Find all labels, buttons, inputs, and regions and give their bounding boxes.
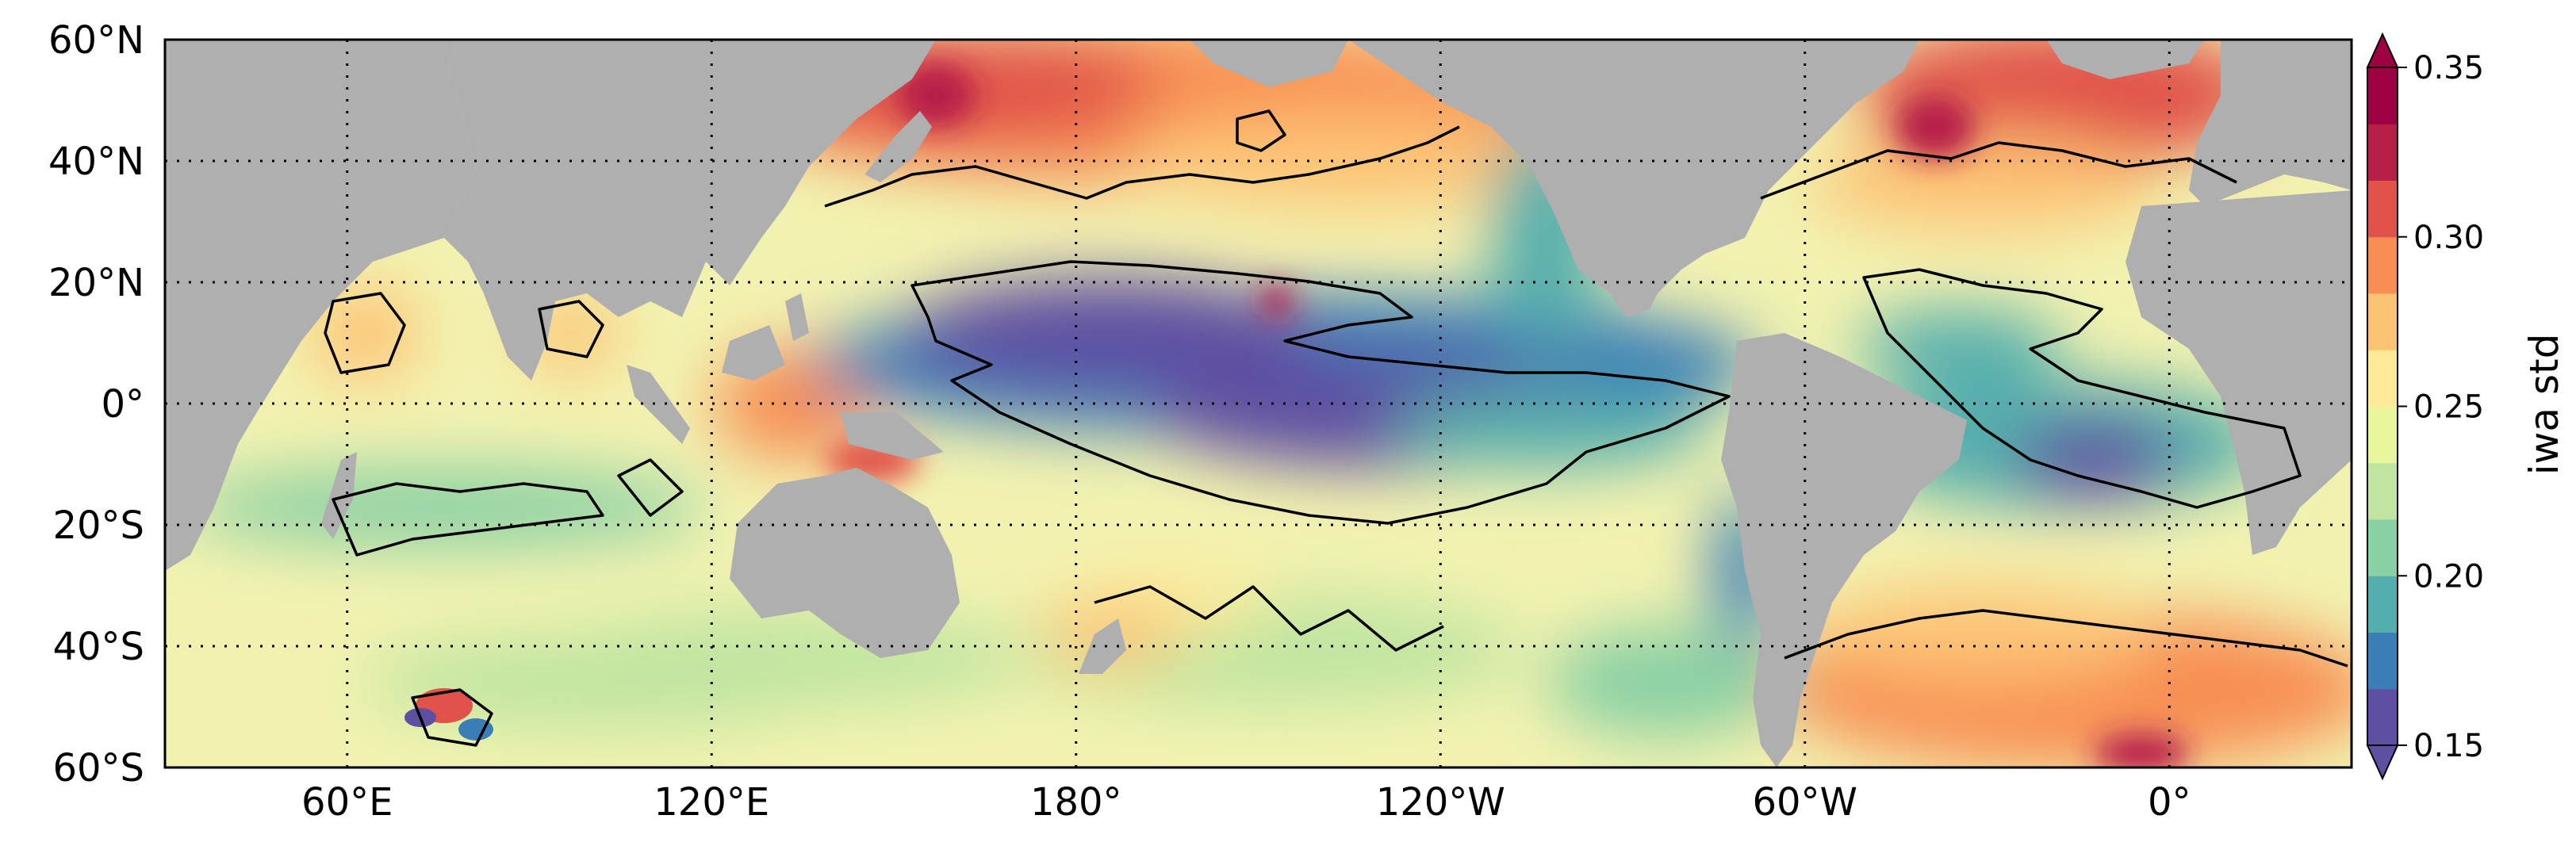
contour-atlantic-low: [1862, 268, 2302, 509]
contour-bay-bengal: [538, 300, 604, 358]
colorbar-segment: [2367, 406, 2398, 464]
latitude-tick-label: 40°S: [52, 625, 144, 669]
contour-south-atlantic: [1784, 609, 2348, 668]
japan-land: [864, 111, 932, 182]
longitude-tick-label: 60°W: [1752, 780, 1857, 825]
contour-arabian-sea: [324, 292, 406, 374]
colorbar-segment: [2367, 67, 2398, 124]
colorbar-segment: [2367, 576, 2398, 633]
colorbar-segment: [2367, 124, 2398, 181]
colorbar-title: iwa std: [2521, 334, 2567, 476]
longitude-tick-label: 120°E: [654, 780, 769, 825]
sumatra-land: [627, 365, 690, 444]
colorbar-extend-min: [2366, 744, 2399, 781]
borneo-land: [722, 325, 785, 381]
colorbar: 0.15 0.20 0.25 0.30 0.35 iwa std: [2366, 32, 2567, 781]
colorbar-segment: [2367, 462, 2398, 520]
new-guinea-land: [841, 412, 944, 460]
contour-sw-indian: [617, 458, 684, 517]
contour-kerguelen: [411, 688, 493, 747]
land-masses: [165, 40, 2352, 767]
colorbar-tick-label: 0.20: [2413, 558, 2484, 595]
alaska-land: [1190, 40, 1348, 87]
colorbar-segment: [2367, 350, 2398, 407]
latitude-tick-label: 20°S: [52, 503, 144, 548]
madagascar-land: [321, 452, 357, 539]
longitude-tick-label: 60°E: [301, 780, 393, 825]
south-america-land: [1721, 333, 1967, 767]
longitude-tick-label: 180°: [1030, 780, 1122, 825]
longitude-tick-label: 0°: [2148, 780, 2191, 825]
colorbar-tick-label: 0.25: [2413, 389, 2484, 426]
colorbar-segment: [2367, 519, 2398, 576]
gridlines: [165, 40, 2352, 767]
north-america-land: [1348, 40, 1919, 317]
colorbar-tick-label: 0.35: [2413, 50, 2484, 86]
asia-land: [444, 40, 936, 381]
europe-land: [2189, 40, 2352, 206]
australia-land: [730, 468, 960, 658]
colorbar-ticks: 0.15 0.20 0.25 0.30 0.35: [2398, 50, 2484, 764]
map-area: 60°N 40°N 20°N 0° 20°S 40°S 60°S 60°E 120°E 180°…: [48, 18, 2353, 825]
contour-south-pacific: [1094, 585, 1444, 652]
latitude-tick-label: 60°N: [48, 18, 144, 63]
latitude-tick-label: 40°N: [48, 140, 144, 184]
colorbar-tick-label: 0.30: [2413, 220, 2484, 256]
contour-north-pacific: [824, 125, 1460, 208]
map-frame: [163, 38, 2353, 769]
longitude-tick-label: 120°W: [1376, 780, 1505, 825]
colorbar-tick-label: 0.15: [2413, 728, 2484, 764]
colorbar-segments: [2366, 32, 2399, 781]
latitude-labels: 60°N 40°N 20°N 0° 20°S 40°S 60°S: [48, 18, 144, 790]
contour-north-pacific-small: [1236, 109, 1286, 152]
colorbar-segment: [2367, 293, 2398, 350]
colorbar-segment: [2367, 632, 2398, 690]
latitude-tick-label: 60°S: [52, 746, 144, 790]
contour-indian-band: [332, 482, 604, 557]
colorbar-segment: [2367, 236, 2398, 294]
greenland-land: [2046, 40, 2205, 79]
colorbar-extend-max: [2366, 32, 2399, 68]
latitude-tick-label: 0°: [101, 382, 144, 427]
colorbar-segment: [2367, 688, 2398, 746]
longitude-labels: 60°E 120°E 180° 120°W 60°W 0°: [301, 780, 2191, 825]
new-zealand-land: [1079, 618, 1126, 674]
contour-north-atlantic: [1760, 141, 2237, 200]
latitude-tick-label: 20°N: [48, 261, 144, 305]
africa-land: [165, 40, 476, 571]
colorbar-segment: [2367, 180, 2398, 238]
philippines-land: [785, 293, 809, 341]
